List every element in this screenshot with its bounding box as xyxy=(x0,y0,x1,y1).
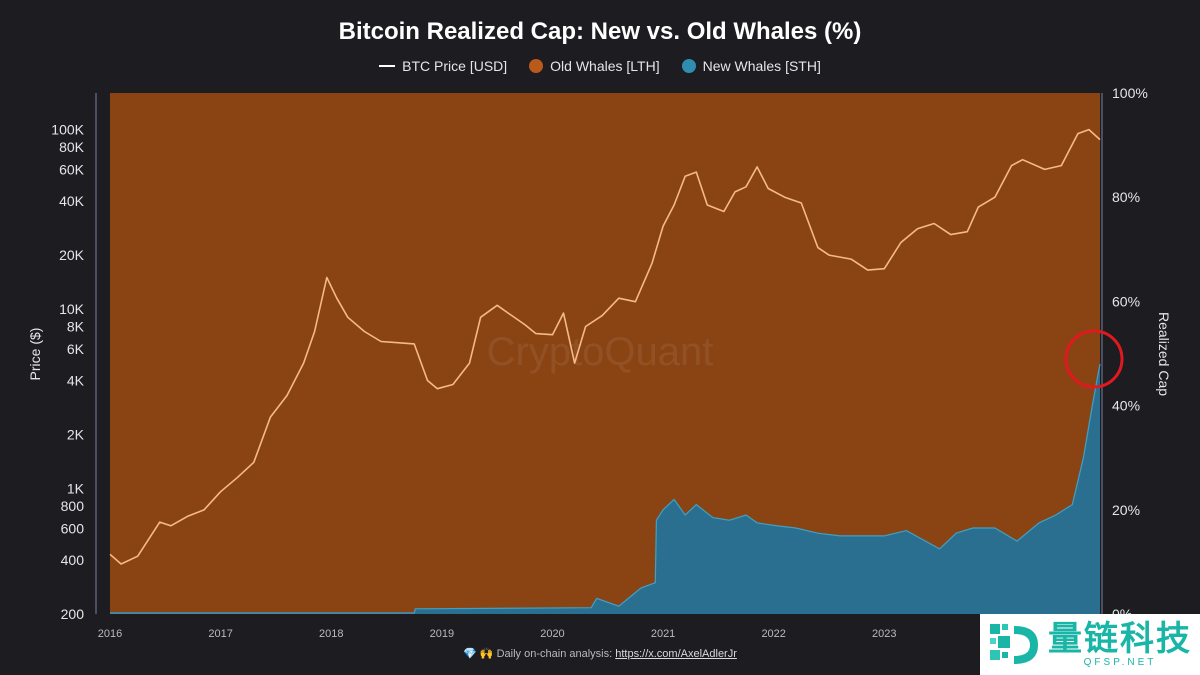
y-left-tick-label: 100K xyxy=(51,122,84,138)
footer-link[interactable]: https://x.com/AxelAdlerJr xyxy=(615,648,737,660)
legend-dot-swatch xyxy=(681,59,696,73)
y-right-axis-title: Realized Cap xyxy=(1156,312,1172,396)
y-left-tick-label: 600 xyxy=(61,520,85,536)
new-whales-edge xyxy=(110,363,1101,614)
y-left-tick-label: 80K xyxy=(59,139,85,155)
y-right-tick-label: 40% xyxy=(1112,398,1140,414)
footer-text: Daily on-chain analysis: xyxy=(496,648,613,660)
y-right-tick-label: 80% xyxy=(1112,189,1140,205)
chart-legend: BTC Price [USD] Old Whales [LTH] New Wha… xyxy=(0,58,1200,74)
y-left-tick-label: 1K xyxy=(67,481,85,497)
x-tick-label: 2023 xyxy=(872,628,896,640)
old-whales-area xyxy=(110,93,1100,614)
y-right-tick-label: 100% xyxy=(1112,85,1148,101)
y-left-tick-label: 10K xyxy=(59,301,85,317)
y-right-tick-label: 20% xyxy=(1112,502,1140,518)
y-left-tick-label: 20K xyxy=(59,247,85,263)
y-left-tick-label: 40K xyxy=(59,193,85,209)
y-left-tick-label: 4K xyxy=(67,373,85,389)
watermark-text: CryptoQuant xyxy=(487,330,714,374)
y-left-tick-label: 8K xyxy=(67,318,85,334)
brand-badge: 量链科技 QFSP.NET xyxy=(980,614,1200,675)
x-tick-label: 2016 xyxy=(98,628,122,640)
y-left-tick-label: 6K xyxy=(67,341,85,357)
brand-url: QFSP.NET xyxy=(1083,657,1157,668)
x-tick-label: 2020 xyxy=(540,628,564,640)
x-tick-label: 2018 xyxy=(319,628,343,640)
chart-title: Bitcoin Realized Cap: New vs. Old Whales… xyxy=(338,18,862,45)
legend-label-new-whales: New Whales [STH] xyxy=(702,58,821,74)
legend-item-old-whales[interactable]: Old Whales [LTH] xyxy=(529,58,660,74)
legend-line-swatch xyxy=(379,65,396,67)
x-tick-label: 2022 xyxy=(761,628,785,640)
y-left-axis-title: Price ($) xyxy=(27,328,43,381)
y-left-tick-label: 200 xyxy=(61,606,85,622)
brand-name: 量链科技 xyxy=(1048,620,1192,658)
highlight-circle xyxy=(1064,329,1124,389)
y-right-tick-label: 60% xyxy=(1112,293,1140,309)
footer-emoji: 💎 🙌 xyxy=(463,648,494,660)
legend-dot-swatch xyxy=(529,59,544,73)
legend-label-old-whales: Old Whales [LTH] xyxy=(550,58,660,74)
y-left-tick-label: 400 xyxy=(61,552,85,568)
footer: 💎 🙌 Daily on-chain analysis: https://x.c… xyxy=(0,647,1200,660)
legend-item-new-whales[interactable]: New Whales [STH] xyxy=(681,58,821,74)
brand-logo-icon xyxy=(990,623,1038,664)
legend-item-btc-price[interactable]: BTC Price [USD] xyxy=(379,58,507,74)
y-left-tick-label: 60K xyxy=(59,161,85,177)
x-tick-label: 2017 xyxy=(208,628,232,640)
x-tick-label: 2021 xyxy=(651,628,675,640)
legend-label-btc-price: BTC Price [USD] xyxy=(402,58,508,74)
y-left-tick-label: 2K xyxy=(67,427,85,443)
btc-price-line xyxy=(109,128,1101,565)
y-left-tick-label: 800 xyxy=(61,498,85,514)
x-tick-label: 2019 xyxy=(430,628,454,640)
new-whales-area xyxy=(110,363,1100,614)
